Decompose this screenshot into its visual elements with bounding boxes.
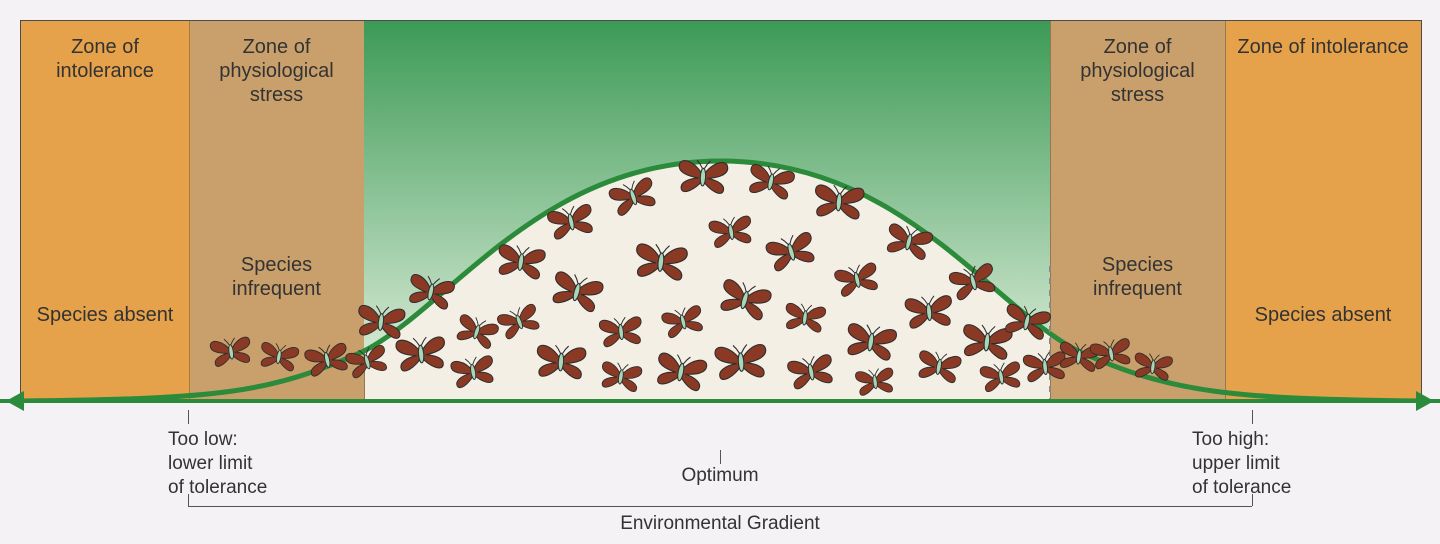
butterfly-icon xyxy=(841,316,902,366)
gradient-bracket xyxy=(188,506,1252,507)
butterfly-icon xyxy=(705,209,758,252)
bracket-end-right xyxy=(1252,494,1253,506)
tick-low xyxy=(188,410,189,424)
butterfly-icon xyxy=(810,178,868,224)
butterfly-icon xyxy=(206,331,255,371)
chart-area: Zone of intoleranceSpecies absentZone of… xyxy=(20,20,1422,402)
butterfly-icon xyxy=(674,154,731,199)
bracket-end-left xyxy=(188,494,189,506)
butterfly-icon xyxy=(781,297,830,336)
tolerance-diagram: Zone of intoleranceSpecies absentZone of… xyxy=(0,0,1440,544)
butterfly-icon xyxy=(901,289,957,333)
tick-high xyxy=(1252,410,1253,424)
butterfly-icon xyxy=(976,356,1026,397)
optimum-label: Optimum xyxy=(660,464,780,488)
high-limit-label: Too high:upper limitof tolerance xyxy=(1192,428,1392,499)
butterfly-icon xyxy=(532,338,590,384)
axis-labels: Too low:lower limitof tolerance Optimum … xyxy=(20,410,1420,530)
axis-title: Environmental Gradient xyxy=(580,512,860,536)
butterfly-icon xyxy=(852,362,898,399)
butterfly-icon xyxy=(630,236,692,285)
butterfly-icon xyxy=(1130,347,1176,384)
butterfly-icon xyxy=(595,311,646,352)
low-limit-label: Too low:lower limitof tolerance xyxy=(168,428,368,499)
gradient-axis-arrow xyxy=(0,399,1440,403)
tick-optimum xyxy=(720,450,721,464)
butterfly-icon xyxy=(711,337,771,385)
butterfly-icon xyxy=(392,330,450,376)
butterfly-icon xyxy=(596,356,646,397)
butterfly-icon xyxy=(492,238,550,285)
